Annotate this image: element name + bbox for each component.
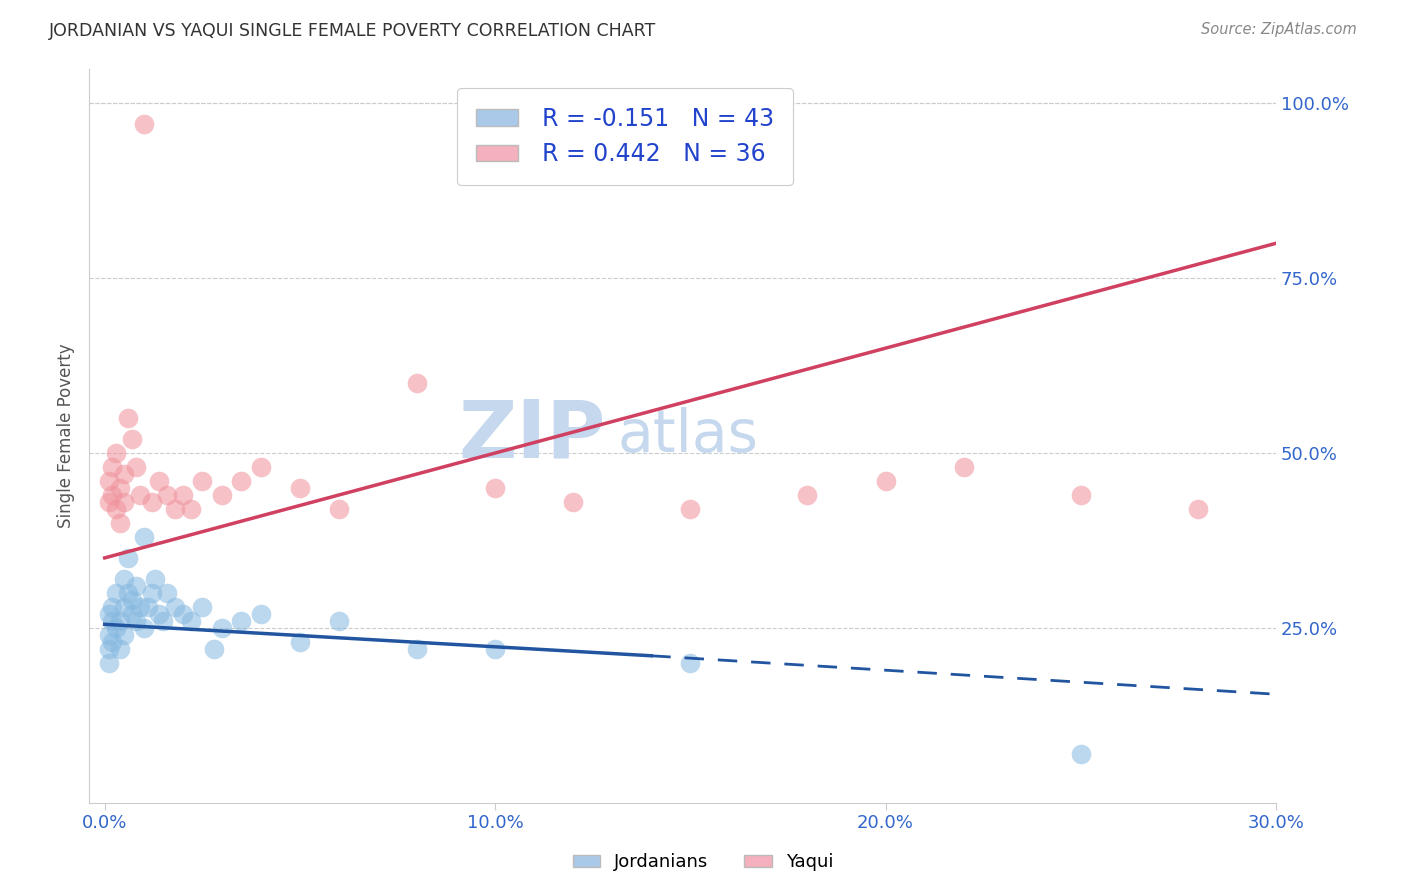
Point xyxy=(101,599,124,614)
Point xyxy=(202,641,225,656)
Point xyxy=(101,635,124,649)
Point xyxy=(875,474,897,488)
Point xyxy=(231,614,253,628)
Point xyxy=(105,586,128,600)
Point xyxy=(110,481,132,495)
Y-axis label: Single Female Poverty: Single Female Poverty xyxy=(58,343,75,528)
Point xyxy=(163,599,186,614)
Point xyxy=(112,467,135,481)
Point xyxy=(211,621,233,635)
Point xyxy=(156,488,179,502)
Text: atlas: atlas xyxy=(617,407,758,464)
Point xyxy=(484,481,506,495)
Point xyxy=(211,488,233,502)
Point xyxy=(180,502,202,516)
Point xyxy=(128,488,150,502)
Point xyxy=(163,502,186,516)
Text: JORDANIAN VS YAQUI SINGLE FEMALE POVERTY CORRELATION CHART: JORDANIAN VS YAQUI SINGLE FEMALE POVERTY… xyxy=(49,22,657,40)
Point xyxy=(112,599,135,614)
Point xyxy=(117,411,139,425)
Point xyxy=(250,607,273,621)
Point xyxy=(117,586,139,600)
Point xyxy=(1070,747,1092,761)
Point xyxy=(97,474,120,488)
Point xyxy=(191,474,214,488)
Point xyxy=(121,432,143,446)
Point xyxy=(132,118,155,132)
Point xyxy=(180,614,202,628)
Point xyxy=(484,641,506,656)
Point xyxy=(97,607,120,621)
Point xyxy=(97,641,120,656)
Point xyxy=(1070,488,1092,502)
Point xyxy=(112,572,135,586)
Point xyxy=(101,614,124,628)
Point xyxy=(105,446,128,460)
Point xyxy=(191,599,214,614)
Point xyxy=(1187,502,1209,516)
Point xyxy=(156,586,179,600)
Text: Source: ZipAtlas.com: Source: ZipAtlas.com xyxy=(1201,22,1357,37)
Point xyxy=(152,614,174,628)
Point xyxy=(250,460,273,475)
Point xyxy=(112,628,135,642)
Point xyxy=(141,586,163,600)
Legend: Jordanians, Yaqui: Jordanians, Yaqui xyxy=(565,847,841,879)
Point xyxy=(148,474,170,488)
Point xyxy=(97,495,120,509)
Point xyxy=(145,572,167,586)
Point xyxy=(110,614,132,628)
Point xyxy=(796,488,818,502)
Point xyxy=(952,460,974,475)
Point xyxy=(288,635,311,649)
Point xyxy=(121,607,143,621)
Legend: R = -0.151   N = 43, R = 0.442   N = 36: R = -0.151 N = 43, R = 0.442 N = 36 xyxy=(457,87,793,186)
Point xyxy=(105,502,128,516)
Point xyxy=(562,495,585,509)
Point xyxy=(328,502,350,516)
Point xyxy=(148,607,170,621)
Point xyxy=(105,621,128,635)
Point xyxy=(97,656,120,670)
Point xyxy=(110,516,132,530)
Point xyxy=(128,599,150,614)
Point xyxy=(406,376,429,391)
Text: ZIP: ZIP xyxy=(458,397,606,475)
Point xyxy=(132,621,155,635)
Point xyxy=(125,579,148,593)
Point xyxy=(101,460,124,475)
Point xyxy=(125,614,148,628)
Point xyxy=(112,495,135,509)
Point xyxy=(172,607,194,621)
Point xyxy=(110,641,132,656)
Point xyxy=(231,474,253,488)
Point xyxy=(288,481,311,495)
Point xyxy=(117,550,139,565)
Point xyxy=(121,592,143,607)
Point xyxy=(172,488,194,502)
Point xyxy=(125,460,148,475)
Point xyxy=(679,656,702,670)
Point xyxy=(101,488,124,502)
Point xyxy=(141,495,163,509)
Point xyxy=(679,502,702,516)
Point xyxy=(406,641,429,656)
Point xyxy=(132,530,155,544)
Point xyxy=(328,614,350,628)
Point xyxy=(136,599,159,614)
Point xyxy=(97,628,120,642)
